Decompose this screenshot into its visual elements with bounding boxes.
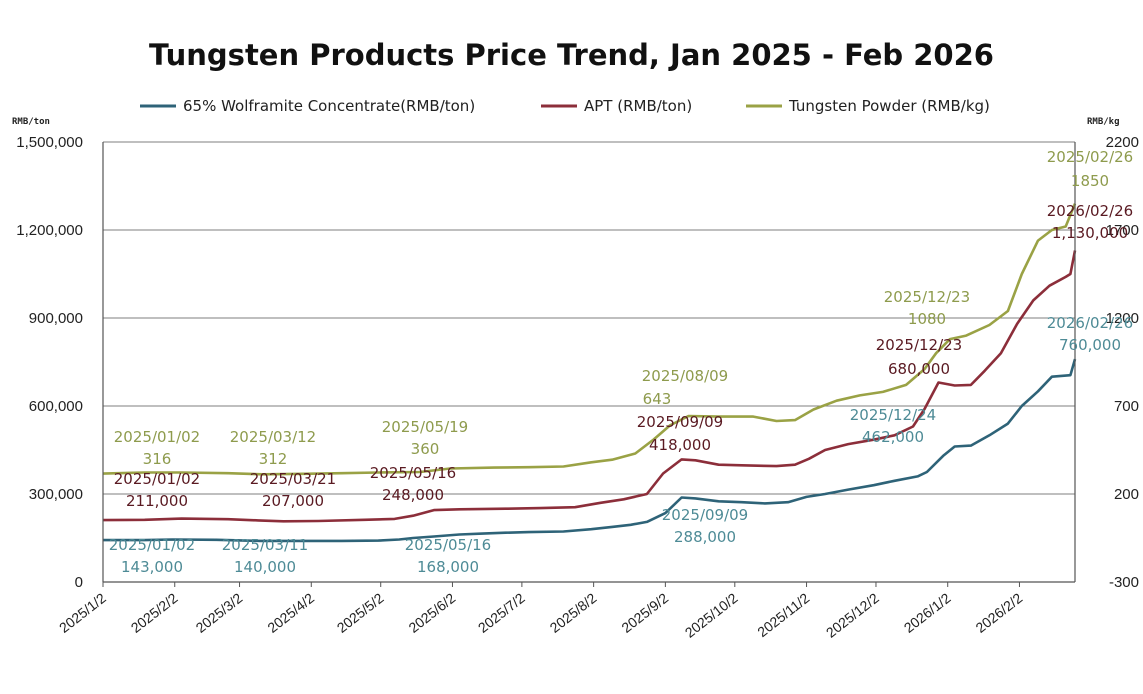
annotation-date: 2025/12/23: [876, 336, 962, 354]
right-axis-unit: RMB/kg: [1087, 117, 1120, 127]
annotation-date: 2025/12/24: [850, 406, 936, 424]
x-axis-tick-label: 2025/4/2: [264, 590, 317, 636]
x-axis-tick-label: 2025/11/2: [754, 590, 812, 640]
annotations: 2025/01/02 143,000 2025/03/11 140,000 2025/0…: [109, 148, 1133, 576]
right-axis-tick-label: 200: [1114, 486, 1139, 503]
annotation-date: 2025/03/11: [222, 536, 308, 554]
series-line-2: [102, 203, 1077, 476]
annotation-value: 207,000: [262, 492, 324, 510]
annotation-date: 2025/09/09: [637, 413, 723, 431]
annotation-value: 1080: [908, 310, 946, 328]
annotation-value: 168,000: [417, 558, 479, 576]
annotation-value: 140,000: [234, 558, 296, 576]
legend: 65% Wolframite Concentrate(RMB/ton) APT (…: [140, 97, 990, 115]
annotation-value: 248,000: [382, 486, 444, 504]
left-axis-tick-label: 600,000: [29, 398, 83, 415]
x-axis-tick-label: 2026/2/2: [973, 590, 1026, 636]
annotation-value: 211,000: [126, 492, 188, 510]
annotation-value: 143,000: [121, 558, 183, 576]
annotation-date: 2026/02/26: [1047, 314, 1133, 332]
annotation-value: 462,000: [862, 428, 924, 446]
grid-lines: [103, 141, 1075, 495]
annotation-date: 2025/01/02: [109, 536, 195, 554]
left-axis-tick-label: 900,000: [29, 310, 83, 327]
x-axis-tick-label: 2025/2/2: [128, 590, 181, 636]
annotation-date: 2025/08/09: [642, 367, 728, 385]
left-axis-unit: RMB/ton: [12, 117, 50, 127]
annotation-value: 760,000: [1059, 336, 1121, 354]
annotation-date: 2025/09/09: [662, 506, 748, 524]
annotation-date: 2025/02/26: [1047, 148, 1133, 166]
x-axis-tick-label: 2025/5/2: [334, 590, 387, 636]
annotation-date: 2025/03/21: [250, 470, 336, 488]
annotation-value: 418,000: [649, 436, 711, 454]
chart-title: Tungsten Products Price Trend, Jan 2025 …: [149, 38, 994, 72]
x-axis-tick-label: 2025/1/2: [56, 590, 109, 636]
annotation-value: 288,000: [674, 528, 736, 546]
annotation-value: 680,000: [888, 360, 950, 378]
x-axis-tick-label: 2025/9/2: [618, 590, 671, 636]
annotation-date: 2025/12/23: [884, 288, 970, 306]
x-axis-tick-label: 2025/3/2: [193, 590, 246, 636]
annotation-date: 2025/01/02: [114, 428, 200, 446]
left-axis-tick-label: 1,200,000: [16, 222, 83, 239]
annotation-date: 2025/03/12: [230, 428, 316, 446]
right-axis-tick-label: 1200: [1106, 310, 1139, 327]
x-axis-tick-label: 2025/12/2: [823, 590, 882, 641]
annotation-value: 1,130,000: [1052, 224, 1128, 242]
right-axis-tick-label: 2200: [1106, 134, 1139, 151]
left-axis-tick-label: 1,500,000: [16, 134, 83, 151]
legend-label: 65% Wolframite Concentrate(RMB/ton): [183, 97, 475, 115]
annotation-date: 2025/05/16: [370, 464, 456, 482]
annotation-date: 2026/02/26: [1047, 202, 1133, 220]
annotation-value: 360: [411, 440, 440, 458]
annotation-date: 2025/05/16: [405, 536, 491, 554]
annotation-value: 1850: [1071, 172, 1109, 190]
x-axis-tick-label: 2025/6/2: [406, 590, 459, 636]
annotation-date: 2025/05/19: [382, 418, 468, 436]
x-axis-tick-label: 2025/7/2: [475, 590, 528, 636]
annotation-date: 2025/01/02: [114, 470, 200, 488]
annotation-value: 316: [143, 450, 172, 468]
right-axis-tick-label: 700: [1114, 398, 1139, 415]
legend-label: Tungsten Powder (RMB/kg): [788, 97, 990, 115]
x-axis-tick-label: 2025/8/2: [547, 590, 600, 636]
series-lines: [102, 203, 1077, 543]
legend-label: APT (RMB/ton): [584, 97, 692, 115]
right-axis-tick-label: 1700: [1106, 222, 1139, 239]
series-line-0: [103, 358, 1077, 543]
x-axis-tick-label: 2025/10/2: [682, 590, 741, 641]
annotation-value: 312: [259, 450, 288, 468]
left-axis-tick-label: 0: [75, 574, 83, 591]
x-axis-tick-label: 2026/1/2: [901, 590, 954, 636]
left-axis-tick-label: 300,000: [29, 486, 83, 503]
series-line-1: [102, 250, 1077, 523]
annotation-value: 643: [643, 390, 672, 408]
right-axis-tick-label: -300: [1109, 574, 1139, 591]
